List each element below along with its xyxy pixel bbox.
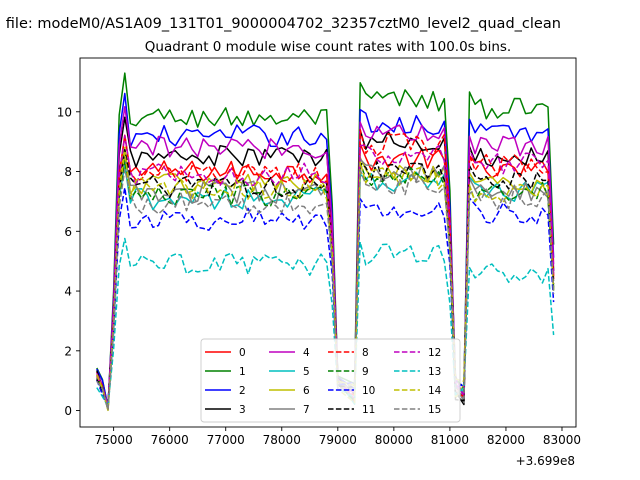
x-tick-label: 80000	[375, 433, 413, 447]
legend-label-12: 12	[428, 347, 441, 359]
series-line-8	[96, 128, 555, 410]
series-line-12	[96, 134, 555, 407]
series-line-15	[96, 168, 555, 411]
x-tick-label: 81000	[431, 433, 469, 447]
legend-label-6: 6	[303, 385, 310, 397]
legend-label-5: 5	[303, 366, 310, 378]
y-tick-label: 2	[64, 344, 72, 358]
legend-label-7: 7	[303, 404, 310, 416]
legend-label-3: 3	[239, 404, 246, 416]
series-line-1	[96, 72, 555, 408]
series-line-13	[96, 237, 555, 407]
legend-label-10: 10	[362, 385, 375, 397]
x-offset-label: +3.699e8	[516, 454, 575, 468]
legend-label-8: 8	[362, 347, 369, 359]
series-line-0	[96, 134, 555, 410]
series-line-10	[96, 186, 555, 409]
chart-title: Quadrant 0 module wise count rates with …	[145, 39, 511, 55]
legend-label-11: 11	[362, 404, 375, 416]
x-tick-label: 83000	[543, 433, 581, 447]
y-axis: 0 2 4 6 8 10	[57, 105, 80, 418]
legend-label-15: 15	[428, 404, 441, 416]
legend-label-4: 4	[303, 347, 310, 359]
x-tick-label: 82000	[487, 433, 525, 447]
series-line-14	[96, 151, 555, 412]
x-tick-label: 76000	[151, 433, 189, 447]
plot-frame	[79, 57, 577, 428]
series-line-11	[96, 148, 555, 408]
y-tick-label: 8	[64, 165, 72, 179]
legend-label-9: 9	[362, 366, 369, 378]
series-line-4	[96, 106, 555, 407]
x-axis: 75000 76000 77000 78000 79000 80000 81000 82000…	[95, 427, 581, 447]
series-line-2	[96, 92, 555, 408]
figure-suptitle: n file: modeM0/AS1A09_131T01_9000004702_…	[0, 16, 561, 32]
x-tick-label: 75000	[95, 433, 133, 447]
y-tick-label: 10	[57, 105, 72, 119]
y-tick-label: 0	[64, 404, 72, 418]
series-line-9	[96, 159, 555, 410]
legend-box	[200, 338, 461, 423]
legend-label-2: 2	[239, 385, 246, 397]
x-tick-label: 78000	[263, 433, 301, 447]
legend-label-1: 1	[239, 366, 246, 378]
legend-label-14: 14	[428, 385, 442, 397]
x-tick-label: 77000	[207, 433, 245, 447]
legend-label-0: 0	[239, 347, 246, 359]
legend-label-13: 13	[428, 366, 441, 378]
series-lines	[96, 72, 555, 412]
series-line-3	[96, 116, 555, 407]
y-tick-label: 4	[64, 285, 72, 299]
x-tick-label: 79000	[319, 433, 357, 447]
y-tick-label: 6	[64, 225, 72, 239]
